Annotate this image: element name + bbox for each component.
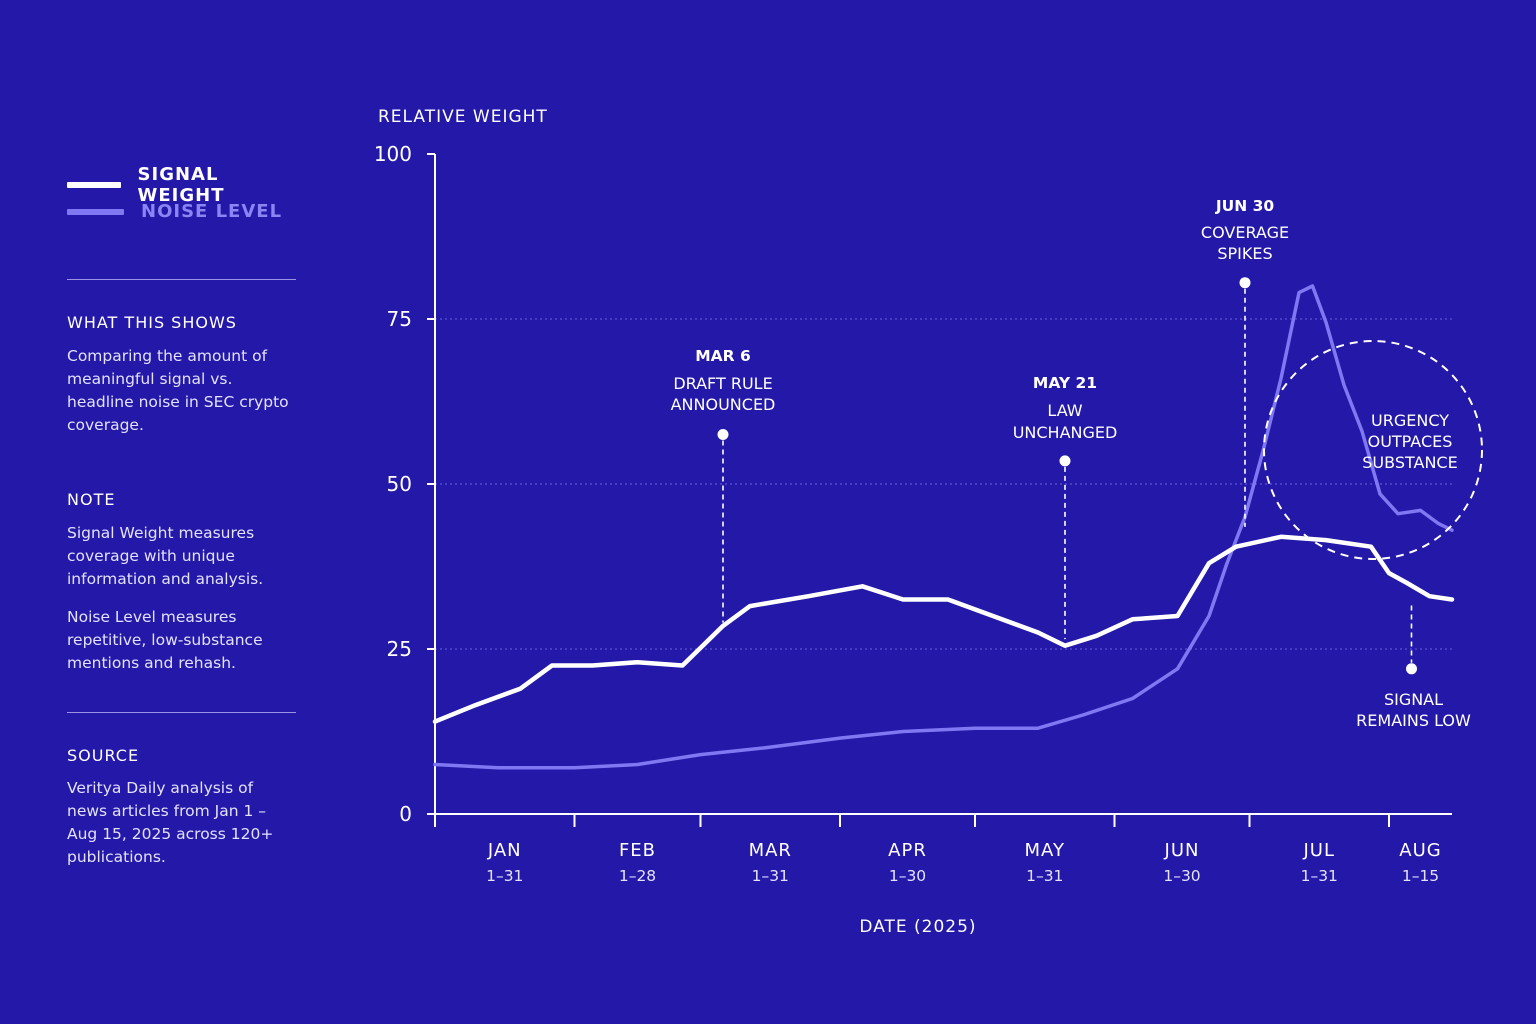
x-tick-range: 1–28 [619, 867, 656, 885]
legend-signal-label: SIGNAL WEIGHT [137, 164, 225, 206]
series-lines [432, 284, 1455, 770]
annotation-signal-dot [1406, 663, 1417, 675]
what-title: WHAT THIS SHOWS [67, 313, 237, 332]
x-tick-label: MAR [749, 840, 792, 861]
annotation-may21-dot [1059, 455, 1071, 467]
annotation-text: SIGNAL [1384, 690, 1443, 709]
note-body-2: Noise Level measures repetitive, low-sub… [67, 608, 263, 672]
note-body-1: Signal Weight measures coverage with uni… [67, 524, 264, 588]
annotation-text: UNCHANGED [1013, 423, 1118, 442]
y-tick-label: 0 [399, 802, 412, 826]
annotation-text: ANNOUNCED [671, 395, 776, 414]
x-tick-label: APR [888, 840, 927, 861]
x-tick-range: 1–31 [1301, 867, 1338, 885]
annotation-text: OUTPACES [1368, 432, 1453, 451]
urgency-circle [1263, 340, 1483, 560]
x-tick-range: 1–31 [486, 867, 523, 885]
x-tick-label: AUG [1399, 840, 1441, 861]
divider [67, 279, 296, 280]
x-tick-label: MAY [1025, 840, 1065, 861]
x-tick-label: JAN [487, 840, 522, 861]
y-tick-label: 100 [374, 142, 412, 166]
noise-level-line [433, 284, 1454, 770]
source-title: SOURCE [67, 746, 140, 765]
annotation-text: LAW [1047, 401, 1082, 420]
annotation-text: SPIKES [1217, 244, 1272, 263]
annotation-text: REMAINS LOW [1356, 711, 1471, 730]
x-axis-label: DATE (2025) [859, 917, 976, 937]
annotation-jun30-dot [1239, 277, 1251, 289]
note-title: NOTE [67, 490, 116, 509]
y-tick-label: 25 [387, 637, 412, 661]
axes: 0 25 50 75 100 JAN 1–31 FEB 1–28 MAR 1–31 APR 1–30 MA… [374, 142, 1452, 885]
x-tick-label: FEB [619, 840, 656, 861]
annotation-date: MAR 6 [695, 347, 751, 365]
signal-swatch [67, 182, 121, 188]
annotations: MAR 6 DRAFT RULE ANNOUNCED MAY 21 LAW UNCHANG… [671, 197, 1483, 730]
y-tick-label: 75 [387, 307, 412, 331]
what-body: Comparing the amount of meaningful signa… [67, 347, 289, 434]
annotation-text: DRAFT RULE [673, 374, 772, 393]
y-tick-label: 50 [387, 472, 412, 496]
annotation-text: SUBSTANCE [1362, 453, 1457, 472]
annotation-text: URGENCY [1371, 411, 1449, 430]
annotation-mar6-dot [717, 429, 729, 440]
legend-signal: SIGNAL WEIGHT [67, 164, 302, 206]
divider [67, 712, 296, 713]
x-tick-label: JUN [1164, 840, 1200, 861]
x-tick-label: JUL [1302, 840, 1335, 861]
legend-noise: NOISE LEVEL [67, 201, 282, 222]
source-body: Veritya Daily analysis of news articles … [67, 779, 274, 866]
annotation-date: JUN 30 [1215, 197, 1275, 215]
signal-weight-line [432, 534, 1455, 724]
noise-swatch [67, 208, 124, 215]
x-tick-range: 1–30 [889, 867, 926, 885]
x-tick-range: 1–31 [752, 867, 789, 885]
x-tick-range: 1–30 [1163, 867, 1200, 885]
y-axis-label: RELATIVE WEIGHT [378, 107, 548, 127]
x-tick-range: 1–31 [1026, 867, 1063, 885]
annotation-date: MAY 21 [1033, 374, 1097, 392]
x-tick-range: 1–15 [1402, 867, 1439, 885]
legend-noise-label: NOISE LEVEL [141, 201, 283, 222]
annotation-text: COVERAGE [1201, 223, 1289, 242]
